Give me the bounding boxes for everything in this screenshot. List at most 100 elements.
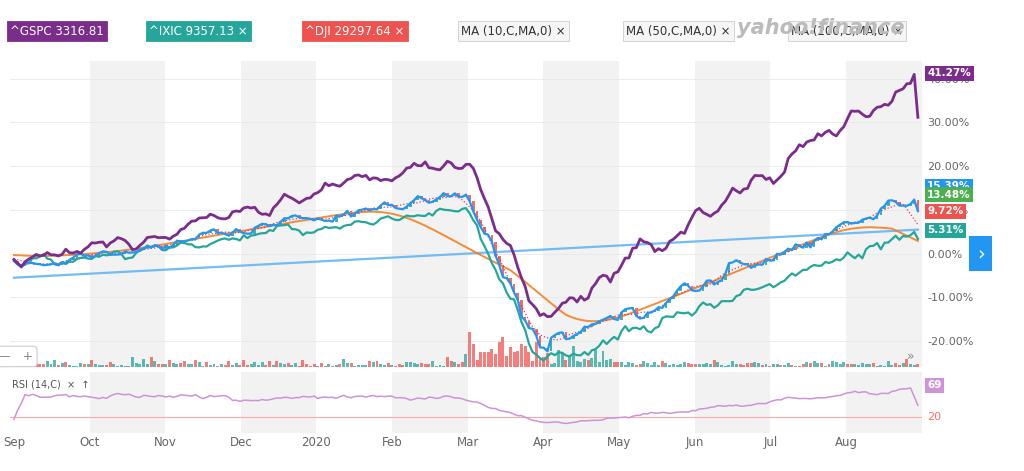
Bar xyxy=(154,245,156,247)
Bar xyxy=(369,209,371,211)
Bar xyxy=(360,365,364,367)
Bar xyxy=(531,361,535,367)
Bar xyxy=(406,207,408,209)
Bar xyxy=(672,364,675,367)
Bar xyxy=(809,363,812,367)
Text: MA (200,C,MA,0) ×: MA (200,C,MA,0) × xyxy=(792,24,903,38)
Bar xyxy=(509,347,512,367)
Bar xyxy=(339,364,341,367)
Bar xyxy=(742,262,745,264)
Bar xyxy=(687,363,690,367)
Bar xyxy=(172,245,174,248)
Bar xyxy=(901,363,904,367)
Bar xyxy=(609,358,612,367)
Bar xyxy=(506,277,508,278)
Bar xyxy=(394,205,397,208)
Bar xyxy=(697,364,700,367)
Bar xyxy=(202,366,205,367)
Bar xyxy=(239,365,242,367)
Bar xyxy=(446,193,449,196)
Bar xyxy=(216,229,219,233)
Bar xyxy=(239,229,242,232)
Bar xyxy=(750,264,753,268)
Bar xyxy=(653,362,656,367)
Bar xyxy=(291,365,293,367)
Bar xyxy=(628,363,631,367)
Bar xyxy=(642,361,645,367)
Bar xyxy=(224,233,226,234)
Bar xyxy=(157,364,160,367)
Bar xyxy=(392,372,468,433)
Bar xyxy=(524,317,526,321)
Text: MA (10,C,MA,0) ×: MA (10,C,MA,0) × xyxy=(461,24,566,38)
Bar xyxy=(543,357,545,367)
Bar xyxy=(635,308,638,316)
Bar xyxy=(735,364,738,367)
Bar xyxy=(454,362,457,367)
Bar xyxy=(783,365,786,367)
Bar xyxy=(624,309,627,312)
Bar xyxy=(587,326,590,327)
Bar xyxy=(198,235,201,239)
Bar xyxy=(94,256,96,257)
Bar xyxy=(69,260,71,263)
Bar xyxy=(809,243,812,247)
Bar xyxy=(264,365,267,367)
Bar xyxy=(368,361,371,367)
Text: ^DJI 29297.64 ×: ^DJI 29297.64 × xyxy=(305,24,404,38)
Bar xyxy=(209,230,212,233)
Bar xyxy=(35,363,38,367)
Text: 69: 69 xyxy=(927,380,941,390)
Bar xyxy=(287,217,290,219)
Bar xyxy=(831,361,835,367)
Bar xyxy=(409,362,412,367)
Bar xyxy=(198,362,201,367)
Bar xyxy=(676,291,678,296)
Bar xyxy=(694,372,770,433)
Bar xyxy=(157,245,160,246)
Bar xyxy=(479,219,482,227)
Bar xyxy=(216,366,219,367)
Bar xyxy=(612,316,615,319)
Bar xyxy=(209,365,212,367)
Bar xyxy=(294,215,297,216)
Bar xyxy=(680,286,682,291)
Bar xyxy=(490,235,494,242)
Bar xyxy=(884,206,886,209)
Text: yahoo!finance: yahoo!finance xyxy=(737,18,905,38)
Bar xyxy=(35,263,38,264)
Bar xyxy=(846,365,849,367)
Bar xyxy=(483,352,486,367)
Bar xyxy=(894,363,897,367)
Bar xyxy=(857,222,860,223)
Bar xyxy=(195,238,197,239)
Text: —   +: — + xyxy=(0,350,34,363)
Bar xyxy=(568,356,571,367)
Bar xyxy=(827,233,830,234)
Bar xyxy=(861,363,864,367)
Bar xyxy=(836,227,838,231)
Bar xyxy=(241,372,316,433)
Bar xyxy=(246,233,249,234)
Bar xyxy=(272,225,274,226)
Bar xyxy=(612,362,615,367)
Bar xyxy=(765,259,767,265)
Bar xyxy=(417,365,419,367)
Bar xyxy=(550,364,553,367)
Bar xyxy=(509,278,512,284)
Bar xyxy=(365,209,368,210)
Bar xyxy=(50,264,52,265)
Bar xyxy=(779,253,782,255)
Bar xyxy=(738,260,741,262)
Bar xyxy=(83,253,86,256)
Bar xyxy=(486,234,489,235)
Bar xyxy=(672,296,675,300)
Bar xyxy=(24,265,27,266)
Bar xyxy=(527,321,530,328)
Bar xyxy=(916,365,920,367)
Bar xyxy=(98,253,100,256)
Text: ›: › xyxy=(977,244,985,263)
Bar xyxy=(564,359,567,367)
Bar xyxy=(213,365,215,367)
Bar xyxy=(513,352,515,367)
